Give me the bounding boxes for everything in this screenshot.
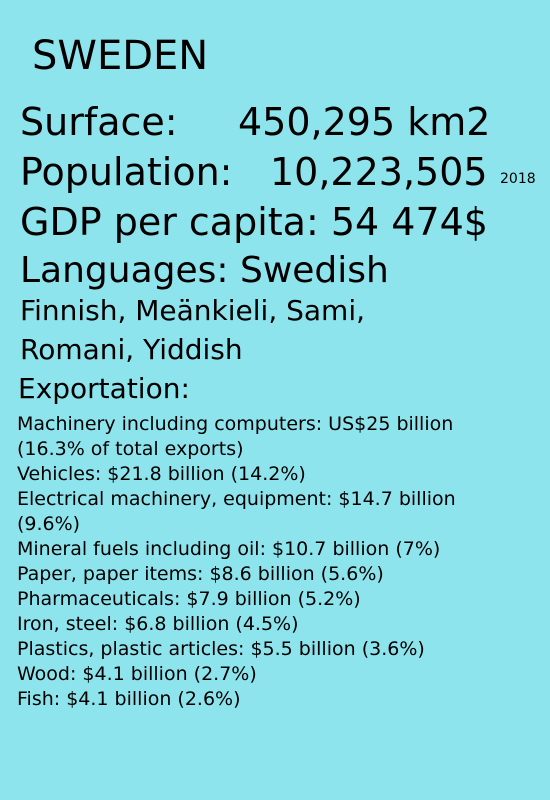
languages-line-1: Languages: Swedish (20, 250, 389, 291)
export-line: Vehicles: $21.8 billion (14.2%) (17, 463, 306, 485)
export-line: Plastics, plastic articles: $5.5 billion… (17, 638, 425, 660)
export-line: Iron, steel: $6.8 billion (4.5%) (17, 613, 299, 635)
export-line: Electrical machinery, equipment: $14.7 b… (17, 488, 456, 510)
country-title: SWEDEN (32, 33, 209, 79)
languages-line-3: Romani, Yiddish (20, 333, 243, 366)
exportation-list: Machinery including computers: US$25 bil… (17, 412, 456, 712)
gdp-per-capita: GDP per capita: 54 474$ (20, 200, 488, 244)
export-line: Paper, paper items: $8.6 billion (5.6%) (17, 563, 384, 585)
population-value: 10,223,505 (270, 150, 488, 194)
export-line: (16.3% of total exports) (17, 438, 244, 460)
export-line: Fish: $4.1 billion (2.6%) (17, 688, 241, 710)
surface-label: Surface: (20, 100, 178, 144)
export-line: Pharmaceuticals: $7.9 billion (5.2%) (17, 588, 361, 610)
export-line: Mineral fuels including oil: $10.7 billi… (17, 538, 441, 560)
export-line: (9.6%) (17, 513, 81, 535)
export-line: Machinery including computers: US$25 bil… (17, 413, 454, 435)
population-label: Population: (20, 150, 233, 194)
export-line: Wood: $4.1 billion (2.7%) (17, 663, 257, 685)
languages-line-2: Finnish, Meänkieli, Sami, (20, 294, 366, 327)
surface-value: 450,295 km2 (238, 100, 491, 144)
exportation-heading: Exportation: (18, 372, 190, 405)
population-year: 2018 (500, 171, 536, 187)
